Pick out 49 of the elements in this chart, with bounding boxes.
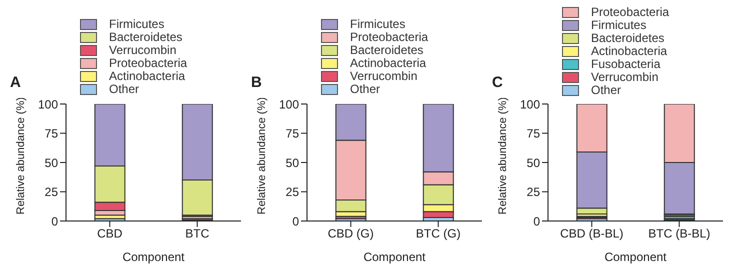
legend-label: Other [109,82,140,96]
y-tick-label: 25 [286,185,300,200]
y-axis-title: Relative abundance (%) [496,97,509,214]
legend-label: Verrucombin [350,69,418,83]
y-tick-label: 75 [286,126,300,141]
x-axis-title: Component [122,250,186,264]
legend-label: Other [350,82,380,96]
legend-label: Proteobacteria [109,56,188,70]
y-tick-label: 50 [44,156,58,170]
chart-title: A [10,74,21,91]
legend-label: Actinobacteria [350,56,426,70]
y-tick-label: 100 [278,97,300,112]
legend-label: Proteobacteria [350,30,428,44]
y-tick-label: 0 [533,214,540,228]
x-tick-label: BTC (B-BL) [648,226,710,241]
legend-label: Firmicutes [591,18,646,32]
y-tick-label: 75 [526,126,540,141]
x-tick-label: CBD [97,226,123,241]
y-tick-label: 100 [38,97,58,112]
chart-title: B [251,74,262,91]
y-axis-title: Relative abundance (%) [14,97,27,214]
legend-label: Firmicutes [350,17,406,31]
x-tick-label: CBD (B-BL) [560,226,624,241]
x-tick-label: BTC [185,226,210,241]
legend-label: Firmicutes [109,17,164,31]
y-tick-label: 100 [520,97,540,112]
legend-label: Bacteroidetes [109,30,182,44]
y-tick-label: 0 [292,214,300,228]
legend-label: Actinobacteria [591,44,668,58]
y-tick-label: 50 [286,156,300,170]
legend-label: Bacteroidetes [591,31,664,45]
legend-label: Fusobacteria [591,57,660,71]
y-axis-title: Relative abundance (%) [256,97,268,214]
y-tick-label: 75 [44,126,58,141]
legend-label: Verrucombin [591,70,658,84]
x-axis-title: Component [363,250,426,264]
legend-label: Other [591,83,622,97]
y-tick-label: 25 [44,185,58,200]
y-tick-label: 0 [51,214,58,228]
legend-label: Actinobacteria [109,69,186,83]
legend-label: Verrucombin [109,43,176,57]
x-axis-title: Component [604,250,668,264]
y-tick-label: 25 [526,185,540,200]
x-tick-label: BTC (G) [416,226,461,241]
chart-title: C [492,74,503,91]
legend-label: Bacteroidetes [350,43,424,57]
x-tick-label: CBD (G) [328,226,374,241]
legend-label: Proteobacteria [591,5,670,19]
y-tick-label: 50 [526,156,540,170]
